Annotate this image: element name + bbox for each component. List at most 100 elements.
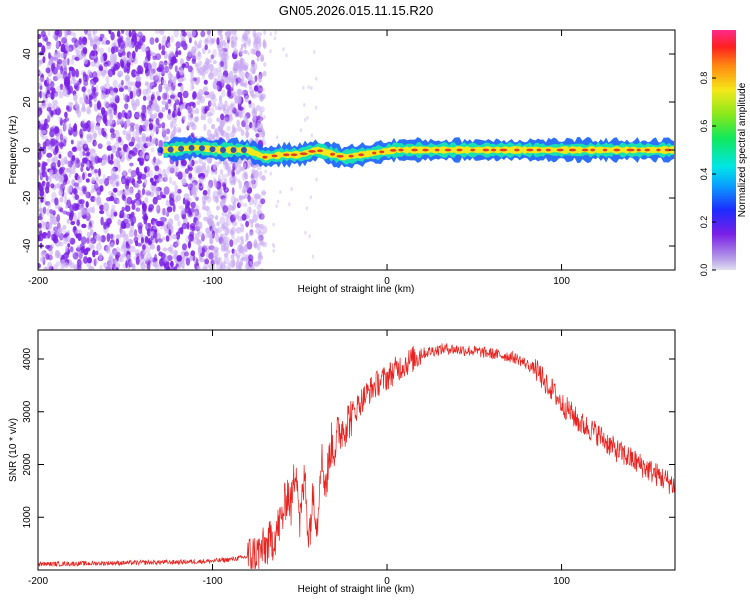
spectrogram-speckle — [240, 43, 244, 50]
spectrogram-speckle — [162, 168, 167, 177]
spectrogram-speckle — [55, 105, 59, 110]
spectrogram-speckle — [117, 70, 124, 78]
spectrogram-speckle — [229, 239, 234, 248]
spectrogram-speckle — [123, 65, 127, 73]
spectrogram-speckle — [230, 214, 236, 223]
spectrogram-speckle — [225, 76, 231, 85]
spectrogram-speckle — [145, 136, 150, 142]
spectrogram-speckle — [207, 112, 213, 117]
spectrogram-speckle — [173, 30, 179, 38]
spectrogram-speckle — [41, 91, 45, 98]
spectrogram-speckle — [203, 123, 207, 132]
spectrogram-speckle — [247, 39, 252, 47]
spectrogram-speckle — [290, 187, 293, 192]
spectrogram-speckle — [212, 60, 217, 65]
spectrogram-speckle — [184, 199, 190, 208]
spectrogram-speckle — [227, 166, 232, 175]
spectrogram-speckle — [129, 245, 136, 253]
spectrogram-speckle — [200, 30, 206, 38]
spectrogram-speckle — [197, 60, 203, 66]
spectrogram-speckle — [147, 52, 151, 61]
spectrogram-speckle — [115, 234, 122, 240]
spectrogram-speckle — [157, 238, 163, 243]
x-tick-label: 0 — [384, 576, 390, 587]
spectrogram-speckle — [231, 187, 235, 196]
spectrogram-speckle — [56, 53, 61, 59]
spectrogram-speckle — [67, 150, 73, 158]
spectrogram-speckle — [254, 194, 260, 201]
spectrogram-speckle — [146, 135, 151, 143]
spectrogram-speckle — [209, 91, 215, 100]
spectrogram-speckle — [82, 172, 85, 181]
spectrogram-speckle — [109, 53, 115, 63]
spectrogram-speckle — [196, 164, 202, 173]
spectrogram-speckle — [115, 262, 121, 269]
spectrogram-ridge-core — [581, 148, 589, 152]
spectrogram-speckle — [236, 119, 241, 128]
spectrogram-speckle — [57, 159, 61, 168]
spectrogram-speckle — [203, 79, 208, 85]
spectrogram-speckle — [162, 35, 167, 43]
spectrogram-speckle — [135, 207, 141, 212]
spectrogram-speckle — [253, 32, 259, 38]
spectrogram-speckle — [184, 168, 189, 174]
spectrogram-speckle — [169, 197, 175, 206]
spectrogram-speckle — [124, 205, 131, 212]
spectrogram-speckle — [85, 201, 89, 208]
spectrogram-speckle — [42, 251, 47, 256]
spectrogram-speckle — [255, 50, 261, 57]
spectrogram-speckle — [126, 196, 133, 205]
spectrogram-speckle — [127, 80, 132, 90]
spectrogram-speckle — [78, 78, 82, 83]
spectrogram-speckle — [39, 59, 44, 65]
spectrogram-speckle — [174, 197, 179, 203]
spectrogram-speckle — [255, 104, 261, 112]
spectrogram-speckle — [114, 179, 121, 188]
spectrogram-speckle — [144, 81, 150, 87]
spectrogram-speckle — [158, 176, 163, 183]
spectrogram-speckle — [46, 41, 51, 46]
spectrogram-speckle — [260, 198, 266, 205]
spectrogram-speckle — [149, 135, 152, 143]
spectrogram-speckle — [69, 168, 76, 175]
spectrogram-speckle — [204, 38, 208, 43]
spectrogram-speckle — [101, 39, 105, 45]
spectrogram-speckle — [42, 197, 47, 203]
spectrogram-speckle — [115, 267, 119, 270]
snr-plot — [38, 343, 675, 570]
spectrogram-speckle — [179, 95, 183, 105]
spectrogram-speckle — [207, 231, 212, 239]
spectrogram-speckle — [158, 43, 162, 51]
spectrogram-speckle — [68, 186, 73, 193]
spectrogram-speckle — [38, 234, 41, 242]
spectrogram-speckle — [135, 192, 141, 200]
spectrogram-speckle — [49, 216, 54, 226]
spectrogram-speckle — [48, 52, 51, 60]
spectrogram-speckle — [233, 197, 240, 203]
spectrogram-speckle — [236, 254, 240, 262]
spectrogram-speckle — [101, 127, 105, 136]
spectrogram-speckle — [178, 50, 182, 56]
spectrogram-speckle — [195, 258, 199, 266]
spectrogram-speckle — [113, 211, 118, 217]
spectrogram-speckle — [235, 227, 242, 234]
spectrogram-speckle — [149, 81, 155, 87]
spectrogram-ridge-blob — [157, 147, 164, 153]
spectrogram-speckle — [217, 75, 221, 82]
spectrogram-speckle — [248, 100, 252, 105]
spectrogram-speckle — [205, 111, 212, 118]
spectrogram-speckle — [136, 242, 142, 247]
spectrogram-speckle — [262, 39, 266, 48]
spectrogram-speckle — [182, 115, 186, 120]
spectrogram-speckle — [116, 160, 121, 169]
spectrogram-speckle — [49, 209, 53, 214]
spectrogram-speckle — [141, 105, 147, 112]
y-tick-label: 3000 — [22, 400, 33, 423]
spectrogram-speckle — [260, 93, 266, 100]
spectrogram-speckle — [155, 158, 161, 165]
spectrogram-speckle — [45, 67, 51, 74]
spectrogram-speckle — [217, 30, 222, 37]
spectrogram-speckle — [191, 46, 197, 55]
spectrogram-speckle — [131, 50, 136, 59]
spectrogram-speckle — [216, 67, 223, 72]
